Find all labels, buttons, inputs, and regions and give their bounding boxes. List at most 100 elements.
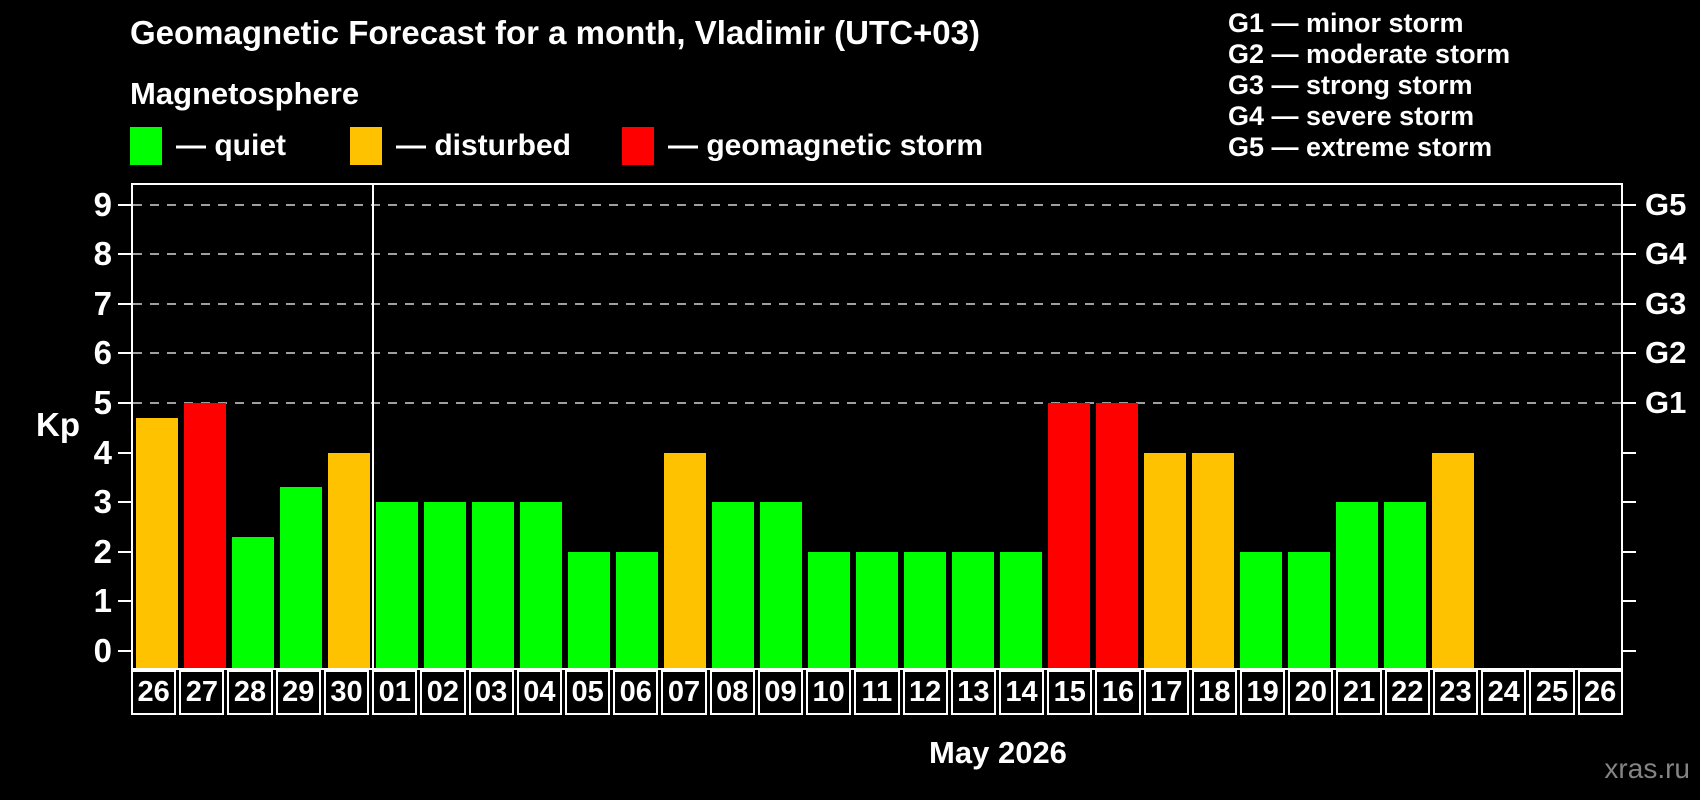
legend-item: — disturbed [350,124,571,168]
legend-item-label: — geomagnetic storm [668,129,984,162]
kp-bar-day-03 [472,502,514,668]
day-label-box: 29 [275,670,321,715]
y-tick-label: 8 [93,235,112,273]
kp-gridline [133,253,1621,256]
kp-bar-day-20 [1288,551,1330,668]
kp-bar-day-06 [616,551,658,668]
day-label-box: 08 [709,670,755,715]
day-label-box: 12 [902,670,948,715]
y-tick-label: 2 [93,532,112,570]
chart-subtitle: Magnetosphere [130,76,360,111]
kp-bar-day-26 [136,417,178,668]
kp-bar-day-07 [664,452,706,668]
kp-bar-day-23 [1432,452,1474,668]
day-label-box: 16 [1095,670,1141,715]
kp-status-legend: — quiet — disturbed — geomagnetic storm [130,124,1080,168]
month-separator-line [372,185,374,668]
kp-bar-day-04 [520,502,562,668]
right-axis-tick [1623,253,1636,256]
day-label-box: 10 [806,670,852,715]
g-axis-label: G2 [1645,335,1687,371]
day-label-box: 13 [950,670,996,715]
day-label-box: 21 [1336,670,1382,715]
kp-bar-day-21 [1336,502,1378,668]
y-tick-label: 5 [93,383,112,421]
day-label-box: 22 [1384,670,1430,715]
y-axis-tick [118,600,131,603]
legend-swatch [350,127,382,165]
kp-gridline [133,302,1621,305]
g-scale-legend-line: G4 — severe storm [1228,101,1475,131]
day-label-box: 20 [1288,670,1334,715]
right-axis-tick [1623,401,1636,404]
day-label-box: 02 [420,670,466,715]
legend-item-label: — quiet [176,129,286,162]
kp-bar-day-29 [280,487,322,668]
kp-bar-day-18 [1192,452,1234,668]
day-label-box: 01 [372,670,418,715]
legend-item: — geomagnetic storm [622,124,983,168]
kp-gridline [133,401,1621,404]
y-tick-label: 0 [93,631,112,669]
day-label-box: 04 [516,670,562,715]
y-axis-tick [118,401,131,404]
right-axis-tick [1623,649,1636,652]
day-label-box: 11 [854,670,900,715]
day-label-box: 17 [1143,670,1189,715]
g-scale-legend-line: G1 — minor storm [1228,8,1464,38]
y-tick-label: 3 [93,483,112,521]
kp-bar-day-08 [712,502,754,668]
y-axis-tick [118,203,131,206]
day-label-box: 09 [757,670,804,715]
g-axis-label: G1 [1645,384,1687,420]
kp-gridline [133,352,1621,355]
right-axis-tick [1623,451,1636,454]
y-axis-tick [118,550,131,553]
day-label-box: 26 [1577,670,1623,715]
right-axis-tick [1623,203,1636,206]
right-axis-tick [1623,302,1636,305]
kp-bar-day-11 [856,551,898,668]
right-axis-tick [1623,352,1636,355]
kp-bar-day-15 [1048,402,1090,668]
chart-title: Geomagnetic Forecast for a month, Vladim… [130,14,980,51]
y-tick-label: 7 [93,284,112,322]
g-axis-label: G5 [1645,186,1687,222]
y-axis-tick [118,302,131,305]
y-axis-tick [118,253,131,256]
kp-bar-day-22 [1384,502,1426,668]
plot-area: Kp 0 1 2 3 4 5 6 7 8 9 G1 G2 G3 G4 G5 [36,183,1686,670]
day-label-box: 23 [1432,670,1479,715]
kp-bar-day-13 [952,551,994,668]
y-axis-tick [118,451,131,454]
g-scale-legend-line: G2 — moderate storm [1228,39,1511,69]
y-tick-label: 6 [93,334,112,372]
day-label-box: 07 [661,670,707,715]
kp-bar-day-17 [1144,452,1186,668]
right-axis-tick [1623,501,1636,504]
g-scale-legend: G1 — minor storm G2 — moderate storm G3 — … [1228,8,1510,163]
day-label-box: 28 [227,670,273,715]
right-axis-tick [1623,600,1636,603]
day-label-box: 14 [998,670,1045,715]
kp-bar-day-19 [1240,551,1282,668]
kp-bar-day-27 [184,402,226,668]
kp-bar-day-01 [376,502,418,668]
day-label-box: 24 [1481,670,1527,715]
right-axis-tick [1623,550,1636,553]
y-axis-title: Kp [36,406,80,444]
watermark: xras.ru [1604,753,1690,784]
day-label-box: 05 [564,670,611,715]
kp-gridline [133,203,1621,206]
day-label-box: 06 [613,670,659,715]
day-label-box: 27 [179,670,225,715]
day-label-box: 25 [1529,670,1575,715]
g-scale-legend-line: G5 — extreme storm [1228,132,1493,162]
y-axis-tick [118,352,131,355]
day-label-box: 26 [131,670,177,715]
day-label-box: 19 [1240,670,1286,715]
month-label: May 2026 [929,735,1067,770]
kp-bar-day-30 [328,452,370,668]
kp-bar-day-05 [568,551,610,668]
day-label-box: 30 [323,670,370,715]
